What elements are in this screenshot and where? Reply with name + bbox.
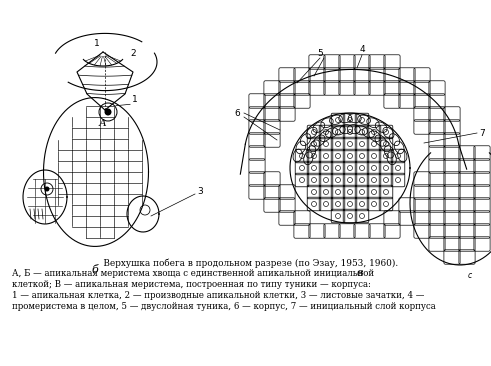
Text: А: А — [99, 120, 107, 128]
Text: 1: 1 — [132, 96, 138, 105]
Text: Верхушка побега в продольном разрезе (по Эзау, 1953, 1960).: Верхушка побега в продольном разрезе (по… — [92, 258, 398, 268]
Text: в: в — [357, 268, 363, 278]
Text: 3: 3 — [197, 187, 203, 197]
Text: промеристема в целом, 5 — двуслойная туника, 6 — корпус, 7 — инициальный слой ко: промеристема в целом, 5 — двуслойная тун… — [12, 302, 436, 311]
Text: А, Б — апикальная меристема хвоща с единственной апикальной инициальной: А, Б — апикальная меристема хвоща с един… — [12, 269, 374, 278]
Text: б: б — [92, 265, 98, 275]
Text: 7: 7 — [479, 128, 485, 138]
Text: с: с — [468, 272, 472, 280]
Text: 6: 6 — [234, 108, 240, 117]
Text: клеткой; В — апикальная меристема, построенная по типу туники — корпуса:: клеткой; В — апикальная меристема, постр… — [12, 280, 371, 289]
Text: 5: 5 — [317, 49, 323, 57]
Circle shape — [45, 187, 50, 191]
Text: 4: 4 — [359, 45, 365, 55]
Text: 1: 1 — [94, 40, 100, 49]
Text: 1 — апикальная клетка, 2 — производные апикальной клетки, 3 — листовые зачатки, : 1 — апикальная клетка, 2 — производные а… — [12, 291, 424, 300]
Circle shape — [105, 108, 111, 116]
Text: 2: 2 — [130, 49, 136, 59]
